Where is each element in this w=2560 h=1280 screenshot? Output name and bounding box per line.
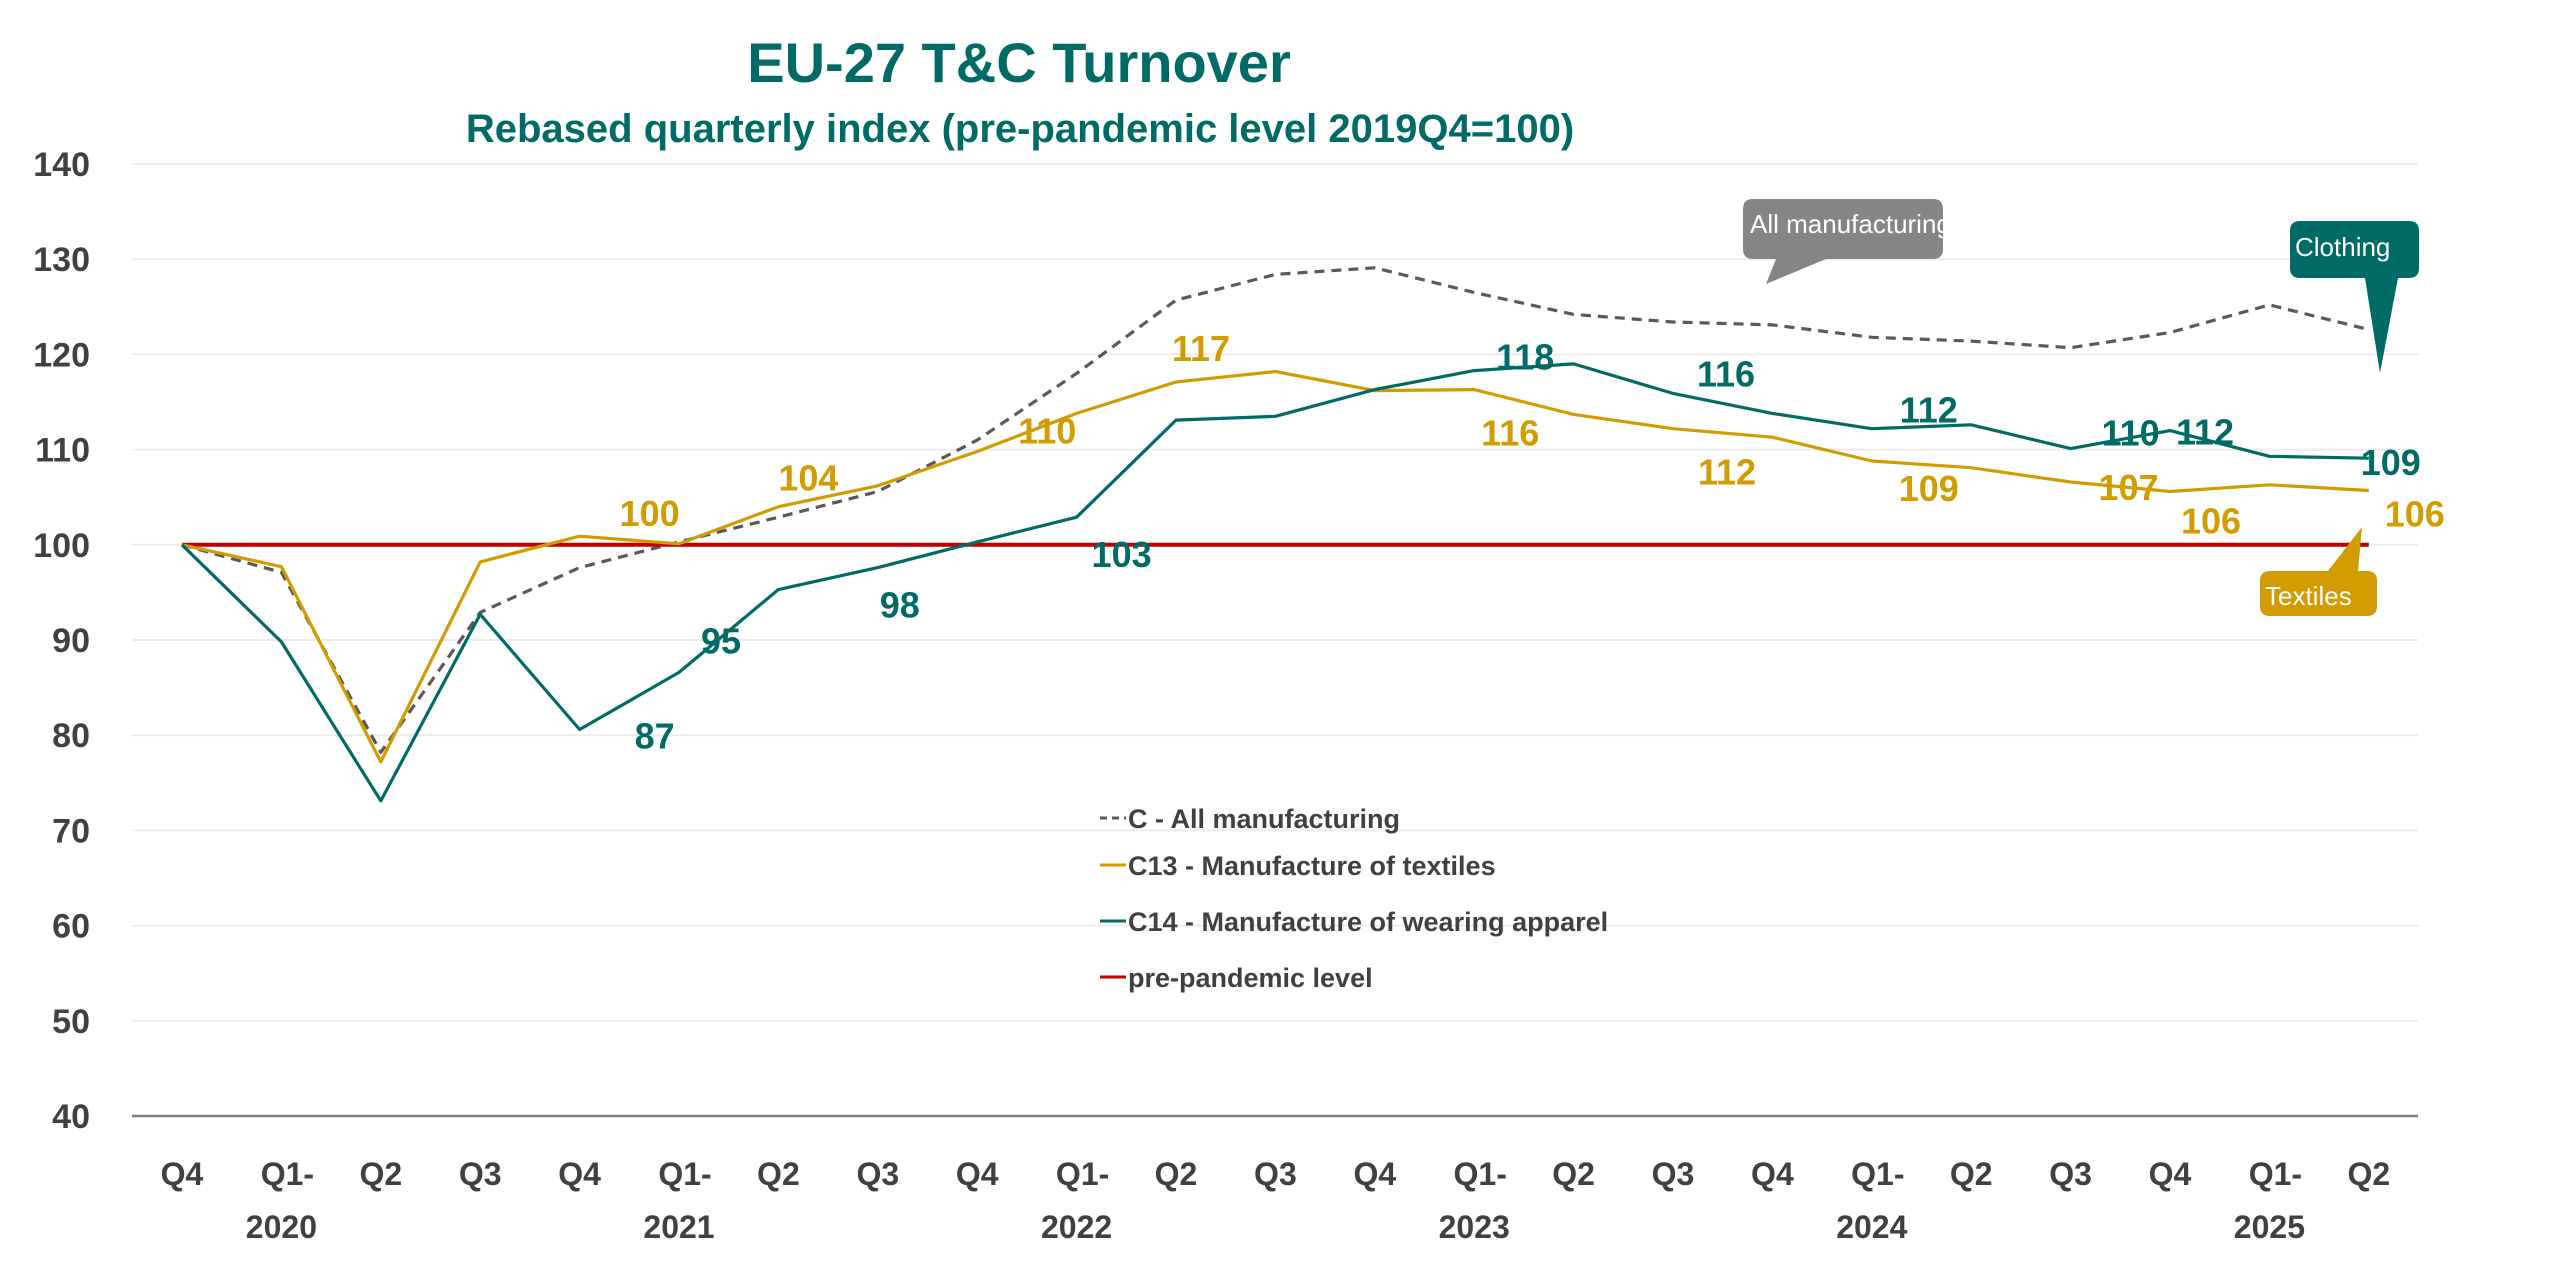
x-year-label: 2025 bbox=[2234, 1209, 2305, 1245]
series-lines bbox=[180, 266, 2370, 803]
x-tick-label: Q3 bbox=[1652, 1156, 1695, 1192]
data-label-clothing: 103 bbox=[1092, 534, 1152, 575]
y-tick-label: 60 bbox=[52, 908, 90, 946]
callout-textiles: Textiles bbox=[2260, 527, 2377, 616]
x-year-label: 2020 bbox=[246, 1209, 317, 1245]
series-line-textiles bbox=[181, 369, 2369, 764]
x-tick-label: Q2 bbox=[1552, 1156, 1595, 1192]
data-label-textiles: 104 bbox=[778, 458, 838, 499]
data-label-clothing: 109 bbox=[2361, 442, 2421, 483]
data-label-textiles: 112 bbox=[1698, 452, 1756, 493]
data-label-clothing: 112 bbox=[2176, 412, 2234, 453]
callout-clothing-shape bbox=[2290, 221, 2419, 373]
data-label-clothing: 87 bbox=[635, 715, 675, 756]
y-tick-label: 80 bbox=[52, 717, 90, 755]
legend-label-manufacturing: C - All manufacturing bbox=[1128, 804, 1400, 834]
legend-item-manufacturing: C - All manufacturing bbox=[1100, 804, 1400, 834]
x-year-label: 2023 bbox=[1439, 1209, 1510, 1245]
callout-all-manufacturing: All manufacturing bbox=[1743, 199, 1951, 284]
callout-all-manufacturing-text: All manufacturing bbox=[1750, 209, 1951, 239]
callout-clothing-text: Clothing bbox=[2295, 232, 2390, 262]
data-label-clothing: 116 bbox=[1697, 353, 1755, 394]
data-label-textiles: 107 bbox=[2099, 467, 2159, 508]
y-tick-label: 100 bbox=[33, 527, 90, 565]
x-tick-label: Q3 bbox=[856, 1156, 899, 1192]
data-labels: 100 104 110 117 116 112 109 107 106 106 87 95 98 103 1… bbox=[620, 328, 2445, 756]
legend-label-textiles: C13 - Manufacture of textiles bbox=[1128, 851, 1496, 881]
x-tick-label: Q4 bbox=[558, 1156, 601, 1192]
x-tick-label: Q1- bbox=[2249, 1156, 2302, 1192]
data-label-textiles: 117 bbox=[1172, 328, 1230, 369]
x-tick-label: Q3 bbox=[1254, 1156, 1297, 1192]
x-tick-label: Q4 bbox=[1751, 1156, 1794, 1192]
data-label-textiles: 110 bbox=[1018, 411, 1076, 452]
data-label-textiles: 106 bbox=[2181, 500, 2241, 541]
y-tick-label: 90 bbox=[52, 622, 90, 660]
y-tick-label: 110 bbox=[35, 432, 90, 470]
legend: C - All manufacturing C13 - Manufacture … bbox=[1100, 804, 1608, 993]
data-label-clothing: 95 bbox=[701, 620, 741, 661]
y-axis-ticks: 140 130 120 110 100 90 80 70 60 50 40 bbox=[33, 146, 90, 1136]
y-tick-label: 140 bbox=[33, 146, 90, 184]
legend-item-textiles: C13 - Manufacture of textiles bbox=[1100, 851, 1496, 881]
callout-textiles-shape bbox=[2260, 527, 2377, 616]
x-tick-label: Q2 bbox=[1950, 1156, 1993, 1192]
chart-subtitle: Rebased quarterly index (pre-pandemic le… bbox=[466, 107, 1574, 151]
gridlines bbox=[132, 163, 2418, 1022]
x-tick-label: Q1- bbox=[1454, 1156, 1507, 1192]
x-tick-label: Q3 bbox=[459, 1156, 502, 1192]
y-tick-label: 70 bbox=[52, 812, 90, 850]
legend-item-clothing: C14 - Manufacture of wearing apparel bbox=[1100, 907, 1608, 937]
data-label-clothing: 98 bbox=[880, 585, 920, 626]
x-year-label: 2024 bbox=[1836, 1209, 1907, 1245]
x-tick-label: Q1- bbox=[1851, 1156, 1904, 1192]
legend-label-prepandemic: pre-pandemic level bbox=[1128, 963, 1373, 993]
x-tick-label: Q4 bbox=[956, 1156, 999, 1192]
chart-title: EU-27 T&C Turnover bbox=[747, 31, 1290, 94]
x-tick-label: Q4 bbox=[2149, 1156, 2192, 1192]
y-tick-label: 130 bbox=[33, 241, 90, 279]
x-tick-label: Q1- bbox=[1056, 1156, 1109, 1192]
x-tick-label: Q4 bbox=[1353, 1156, 1396, 1192]
legend-item-prepandemic: pre-pandemic level bbox=[1100, 963, 1373, 993]
data-label-clothing: 110 bbox=[2102, 413, 2160, 454]
data-label-textiles: 109 bbox=[1899, 468, 1959, 509]
legend-label-clothing: C14 - Manufacture of wearing apparel bbox=[1128, 907, 1608, 937]
x-tick-label: Q2 bbox=[1155, 1156, 1198, 1192]
x-tick-label: Q3 bbox=[2049, 1156, 2092, 1192]
x-tick-label: Q2 bbox=[2347, 1156, 2390, 1192]
x-tick-label: Q2 bbox=[757, 1156, 800, 1192]
x-axis-ticks: Q4 Q1- Q2 Q3 Q4 Q1- Q2 Q3 Q4 Q1- Q2 Q3 Q4 Q1- Q2 Q3 Q4 Q1… bbox=[161, 1156, 2390, 1245]
x-tick-label: Q2 bbox=[359, 1156, 402, 1192]
y-tick-label: 40 bbox=[52, 1098, 90, 1136]
x-year-label: 2021 bbox=[643, 1209, 714, 1245]
callout-all-manufacturing-shape bbox=[1743, 199, 1943, 284]
series-line-clothing bbox=[180, 362, 2369, 803]
data-label-textiles: 106 bbox=[2385, 494, 2445, 535]
callout-textiles-text: Textiles bbox=[2265, 581, 2352, 611]
data-label-clothing: 112 bbox=[1900, 390, 1958, 431]
x-tick-label: Q4 bbox=[161, 1156, 204, 1192]
y-tick-label: 120 bbox=[33, 336, 90, 374]
data-label-clothing: 118 bbox=[1496, 337, 1554, 378]
y-tick-label: 50 bbox=[52, 1003, 90, 1041]
callout-clothing: Clothing bbox=[2290, 221, 2419, 373]
x-tick-label: Q1- bbox=[658, 1156, 711, 1192]
x-year-label: 2022 bbox=[1041, 1209, 1112, 1245]
series-line-manufacturing bbox=[181, 266, 2370, 754]
data-label-textiles: 116 bbox=[1481, 413, 1539, 454]
data-label-textiles: 100 bbox=[620, 493, 680, 534]
x-tick-label: Q1- bbox=[261, 1156, 314, 1192]
